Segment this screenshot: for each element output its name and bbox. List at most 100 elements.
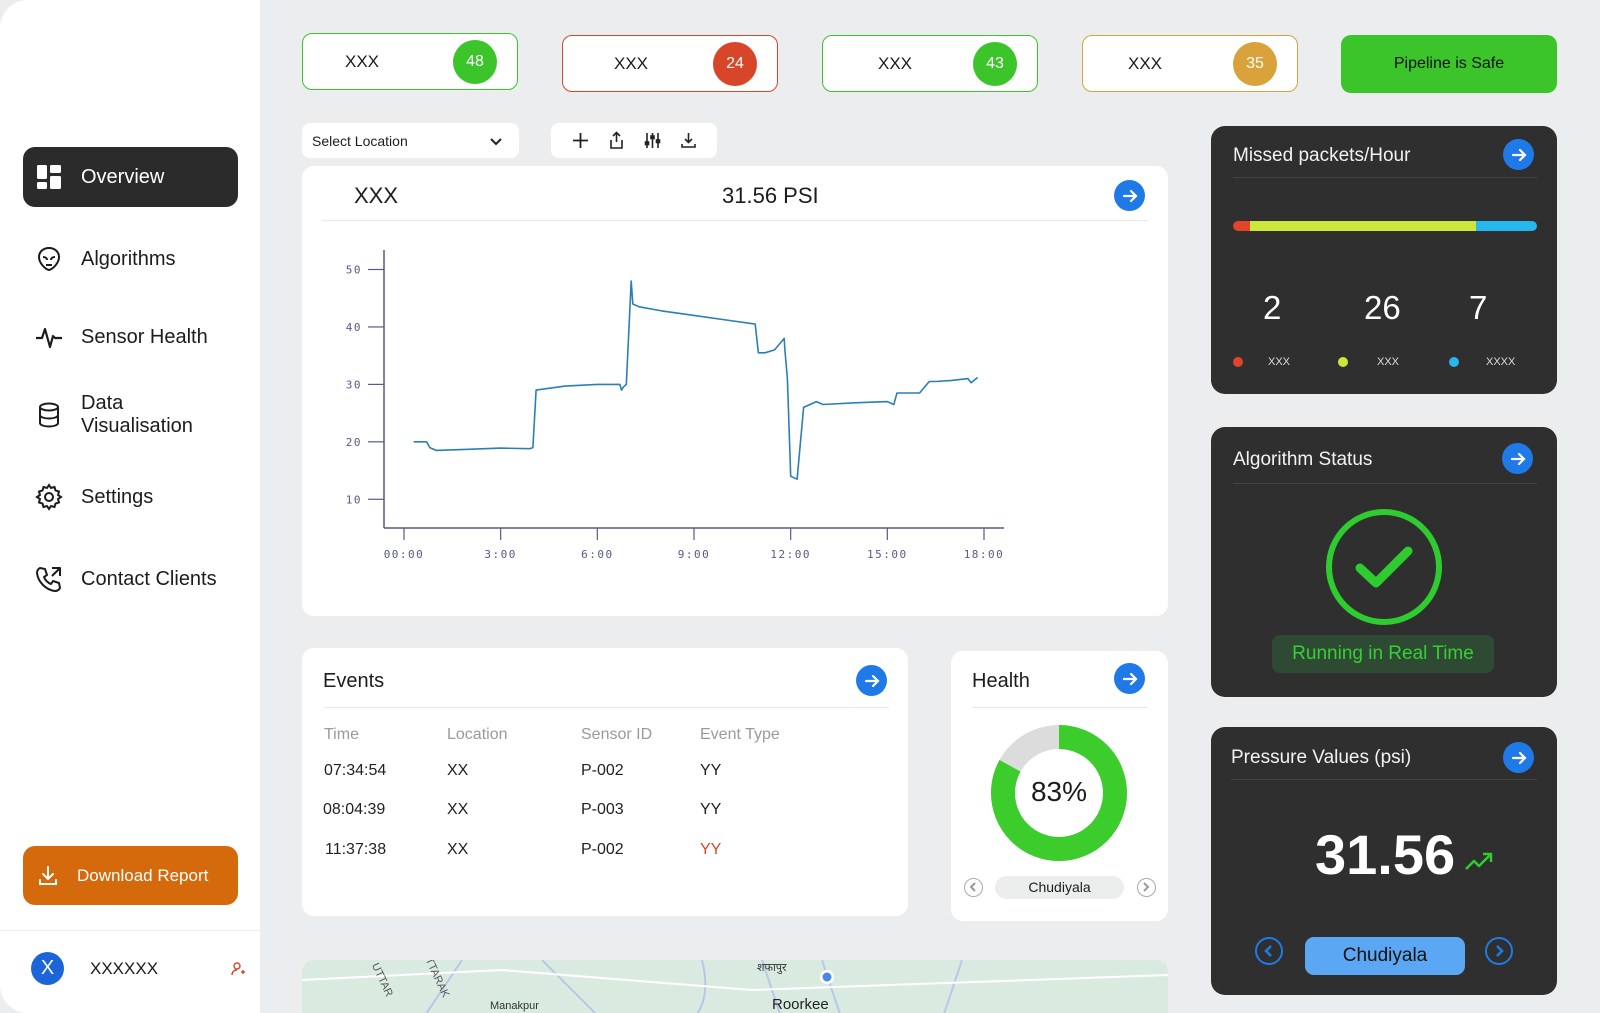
open-missed-packets-button[interactable] — [1503, 139, 1534, 170]
pressure-chart-panel: XXX 31.56 PSI 10 20 30 40 50 00:00 3:00 6:00 9:0… — [302, 166, 1168, 616]
event-type: YY — [700, 762, 722, 779]
sidebar-item-contact-clients[interactable]: Contact Clients — [23, 549, 238, 609]
event-location: XX — [447, 762, 469, 779]
dashboard-icon — [37, 165, 61, 189]
prev-location-button[interactable] — [964, 878, 983, 897]
chevron-left-icon — [969, 882, 976, 892]
packet-bar-segment — [1250, 221, 1477, 231]
event-sensor-id: P-002 — [581, 841, 624, 858]
location-select[interactable]: Select Location — [302, 123, 519, 158]
event-sensor-id: P-002 — [581, 762, 624, 779]
health-location-pill: Chudiyala — [995, 876, 1124, 899]
sidebar-item-label: Overview — [81, 165, 165, 188]
download-report-label: Download Report — [77, 865, 209, 885]
missed-packets-bar — [1233, 221, 1537, 231]
chevron-right-icon — [1143, 882, 1150, 892]
next-location-button[interactable] — [1485, 937, 1513, 965]
location-map[interactable]: Manakpur Roorkee शफापुर UTTARAK UTTAR — [302, 960, 1168, 1013]
x-tick-label: 6:00 — [581, 548, 614, 561]
arrow-right-icon — [1122, 189, 1138, 202]
share-icon[interactable] — [607, 131, 626, 150]
location-select-value: Select Location — [312, 132, 408, 149]
sidebar-item-settings[interactable]: Settings — [23, 467, 238, 527]
chevron-left-icon — [1264, 945, 1272, 957]
missed-count-value: 26 — [1364, 289, 1401, 326]
divider — [1233, 177, 1537, 178]
status-card-2[interactable]: XXX 24 — [562, 35, 778, 92]
algorithm-status-title: Algorithm Status — [1233, 449, 1373, 470]
avatar[interactable]: X — [31, 952, 64, 985]
alien-icon — [37, 246, 61, 272]
download-icon — [39, 865, 57, 885]
event-type-alert: YY — [700, 841, 722, 858]
y-tick-label: 50 — [346, 263, 362, 276]
event-time: 11:37:38 — [325, 841, 387, 858]
sidebar-item-data-visualisation[interactable]: Data Visualisation — [23, 385, 238, 445]
legend-label: XXXX — [1486, 356, 1516, 368]
user-row: X XXXXXX — [0, 930, 260, 1013]
sidebar-item-algorithms[interactable]: Algorithms — [23, 229, 238, 289]
gear-icon — [35, 483, 63, 511]
pressure-values-title: Pressure Values (psi) — [1231, 747, 1412, 768]
legend-label: XXX — [1268, 356, 1291, 368]
status-card-label: XXX — [1128, 53, 1163, 73]
packet-bar-segment — [1233, 221, 1251, 231]
status-count-badge: 48 — [453, 39, 497, 84]
legend-dot — [1449, 357, 1459, 367]
divider — [972, 707, 1148, 708]
map-label-roorkee: Roorkee — [772, 996, 829, 1013]
sidebar: Overview Algorithms Sensor Health Data V… — [0, 0, 260, 1013]
map-label-manakpur: Manakpur — [490, 1000, 539, 1012]
events-title: Events — [323, 670, 385, 692]
divider — [323, 707, 889, 708]
column-header-location: Location — [447, 726, 508, 743]
add-icon[interactable] — [571, 131, 590, 150]
database-icon — [39, 402, 59, 428]
map-roads — [302, 960, 1168, 1013]
status-card-1[interactable]: XXX 48 — [302, 33, 518, 90]
packet-bar-segment — [1476, 221, 1537, 231]
y-tick-label: 10 — [346, 493, 362, 506]
sidebar-item-overview[interactable]: Overview — [23, 147, 238, 207]
open-events-button[interactable] — [856, 665, 887, 696]
current-reading: 31.56 PSI — [722, 183, 819, 208]
missed-packets-card: Missed packets/Hour 2 26 7 XXX XXX XXXX — [1211, 126, 1557, 394]
sidebar-item-label: Algorithms — [81, 247, 176, 270]
y-tick-label: 20 — [346, 436, 362, 449]
x-tick-label: 3:00 — [484, 548, 517, 561]
download-report-button[interactable]: Download Report — [23, 846, 238, 905]
x-tick-label: 18:00 — [964, 548, 1005, 561]
sidebar-item-label: Settings — [81, 485, 154, 508]
next-location-button[interactable] — [1137, 878, 1156, 897]
prev-location-button[interactable] — [1255, 937, 1283, 965]
divider — [322, 220, 1148, 221]
pressure-location-pill[interactable]: Chudiyala — [1305, 937, 1465, 975]
event-location: XX — [447, 801, 469, 818]
divider — [1233, 483, 1537, 484]
legend-label: XXX — [1377, 356, 1400, 368]
pipeline-safe-button[interactable]: Pipeline is Safe — [1341, 35, 1557, 93]
open-pressure-values-button[interactable] — [1503, 742, 1534, 773]
health-panel: Health 83% Chudiyala — [951, 651, 1168, 921]
x-tick-label: 00:00 — [384, 548, 425, 561]
event-type: YY — [700, 801, 722, 818]
event-time: 07:34:54 — [324, 762, 387, 779]
open-chart-button[interactable] — [1114, 180, 1145, 211]
user-settings-icon[interactable] — [230, 961, 246, 977]
pressure-line-chart: 10 20 30 40 50 00:00 3:00 6:00 9:00 12:00 15:00 18:… — [346, 250, 1005, 561]
download-icon[interactable] — [679, 131, 698, 150]
event-sensor-id: P-003 — [581, 801, 624, 818]
health-title: Health — [972, 670, 1030, 692]
status-card-3[interactable]: XXX 43 — [822, 35, 1038, 92]
series-line — [413, 280, 979, 481]
open-algorithm-status-button[interactable] — [1502, 443, 1533, 474]
filter-sliders-icon[interactable] — [643, 131, 662, 150]
chevron-right-icon — [1496, 945, 1504, 957]
sidebar-item-sensor-health[interactable]: Sensor Health — [23, 307, 238, 367]
y-tick-label: 30 — [346, 378, 362, 391]
open-health-button[interactable] — [1114, 663, 1145, 694]
chart-toolbar — [551, 123, 717, 158]
x-tick-label: 12:00 — [770, 548, 811, 561]
running-status-badge: Running in Real Time — [1272, 635, 1494, 673]
status-card-4[interactable]: XXX 35 — [1082, 35, 1298, 92]
